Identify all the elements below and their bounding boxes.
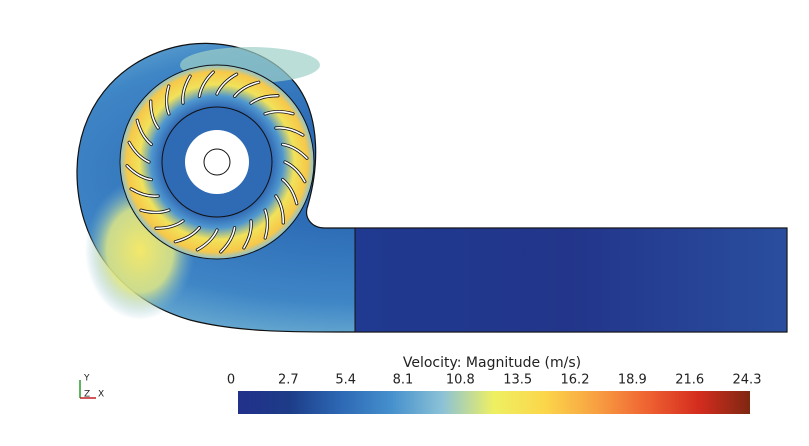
blade: [219, 226, 236, 253]
blade: [250, 94, 279, 104]
triad-label: Y: [83, 374, 90, 384]
tick-label: 13.5: [503, 373, 532, 388]
fan-geometry: [76, 42, 788, 333]
axis-triad: Y Z X: [79, 374, 104, 400]
outlet-duct: [354, 227, 788, 333]
blade: [140, 209, 170, 214]
tick-label: 2.7: [278, 373, 299, 388]
blade: [136, 119, 153, 146]
blade: [275, 195, 285, 224]
blade: [130, 188, 159, 197]
blade: [233, 81, 260, 98]
color-legend: Velocity: Magnitude (m/s) 0 2.7 5.4 8.1 10.8…: [227, 355, 762, 414]
triad-label: X: [98, 390, 104, 400]
color-bar: [238, 391, 750, 414]
blade: [174, 226, 201, 243]
tick-label: 10.8: [446, 373, 475, 388]
blade: [284, 161, 306, 183]
blade: [126, 164, 153, 181]
blade: [198, 71, 215, 98]
tick-label: 21.6: [675, 373, 704, 388]
tick-label: 16.2: [561, 373, 590, 388]
blade: [216, 73, 238, 95]
blade: [243, 220, 252, 249]
blade: [281, 143, 308, 160]
shaft: [203, 148, 231, 176]
tick-label: 18.9: [618, 373, 647, 388]
blade: [149, 100, 159, 129]
tick-label: 8.1: [393, 373, 414, 388]
blade: [264, 209, 269, 239]
legend-title: Velocity: Magnitude (m/s): [403, 355, 581, 371]
triad-label: Z: [84, 390, 90, 400]
tick-label: 5.4: [335, 373, 356, 388]
tick-label: 24.3: [733, 373, 762, 388]
blade: [155, 220, 184, 230]
blade: [281, 178, 298, 205]
tick-label: 0: [227, 373, 235, 388]
blade: [128, 141, 150, 163]
blade: [275, 127, 304, 136]
blade: [165, 85, 170, 115]
blade: [182, 75, 191, 104]
blade: [264, 110, 294, 115]
blade: [196, 229, 218, 251]
blades: [125, 70, 309, 254]
